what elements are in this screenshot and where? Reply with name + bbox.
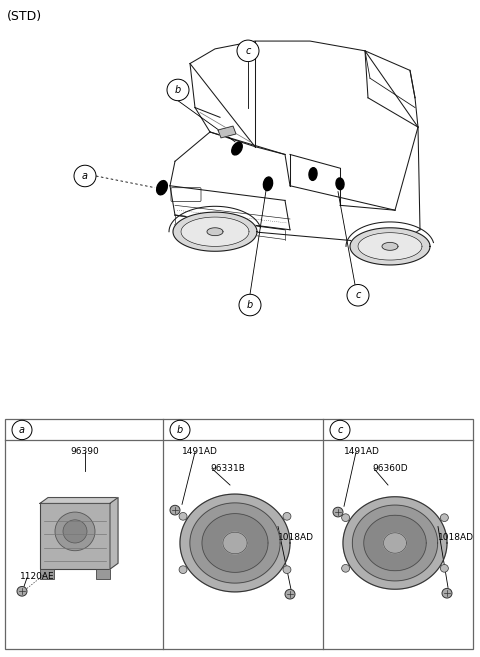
Polygon shape — [358, 233, 422, 260]
FancyBboxPatch shape — [40, 569, 54, 579]
Polygon shape — [382, 242, 398, 250]
Text: 96360D: 96360D — [372, 464, 408, 473]
Text: 1018AD: 1018AD — [278, 533, 314, 542]
Text: 1018AD: 1018AD — [438, 533, 474, 542]
Circle shape — [342, 514, 349, 522]
Circle shape — [330, 420, 350, 440]
Polygon shape — [110, 497, 118, 569]
Circle shape — [440, 514, 448, 522]
Polygon shape — [350, 228, 430, 265]
Text: 1491AD: 1491AD — [344, 447, 380, 457]
Polygon shape — [343, 497, 447, 589]
Circle shape — [179, 566, 187, 574]
Polygon shape — [202, 514, 268, 572]
Text: 1491AD: 1491AD — [182, 447, 218, 457]
Text: b: b — [175, 85, 181, 95]
Polygon shape — [173, 212, 257, 251]
Ellipse shape — [156, 181, 168, 195]
Ellipse shape — [232, 143, 242, 155]
Circle shape — [283, 566, 291, 574]
Text: 1120AE: 1120AE — [20, 572, 55, 581]
Circle shape — [333, 507, 343, 517]
Text: (STD): (STD) — [7, 10, 42, 23]
Ellipse shape — [264, 177, 273, 191]
Polygon shape — [352, 505, 438, 581]
Circle shape — [342, 564, 349, 572]
Circle shape — [237, 40, 259, 62]
Polygon shape — [207, 228, 223, 236]
Polygon shape — [181, 217, 249, 246]
Polygon shape — [223, 532, 247, 554]
Polygon shape — [180, 494, 290, 592]
Polygon shape — [40, 497, 118, 503]
Circle shape — [283, 512, 291, 520]
Text: c: c — [337, 425, 343, 435]
Circle shape — [179, 512, 187, 520]
Text: c: c — [245, 46, 251, 56]
Text: a: a — [19, 425, 25, 435]
Circle shape — [285, 589, 295, 599]
Text: b: b — [177, 425, 183, 435]
Circle shape — [55, 512, 95, 551]
Circle shape — [442, 589, 452, 598]
Polygon shape — [364, 515, 426, 571]
FancyBboxPatch shape — [96, 569, 110, 579]
Text: 96390: 96390 — [71, 447, 99, 457]
Polygon shape — [218, 126, 236, 138]
Ellipse shape — [309, 168, 317, 181]
Circle shape — [170, 505, 180, 515]
Circle shape — [440, 564, 448, 572]
Circle shape — [17, 587, 27, 596]
Ellipse shape — [336, 178, 344, 190]
Text: 96331B: 96331B — [210, 464, 245, 473]
Circle shape — [239, 294, 261, 316]
Text: b: b — [247, 300, 253, 310]
Polygon shape — [384, 533, 407, 553]
Text: a: a — [82, 171, 88, 181]
Text: c: c — [355, 290, 360, 300]
Circle shape — [12, 420, 32, 440]
FancyBboxPatch shape — [40, 503, 110, 569]
Circle shape — [74, 165, 96, 187]
Circle shape — [63, 520, 87, 543]
Polygon shape — [190, 503, 280, 583]
Circle shape — [167, 79, 189, 101]
Circle shape — [170, 420, 190, 440]
Circle shape — [347, 284, 369, 306]
